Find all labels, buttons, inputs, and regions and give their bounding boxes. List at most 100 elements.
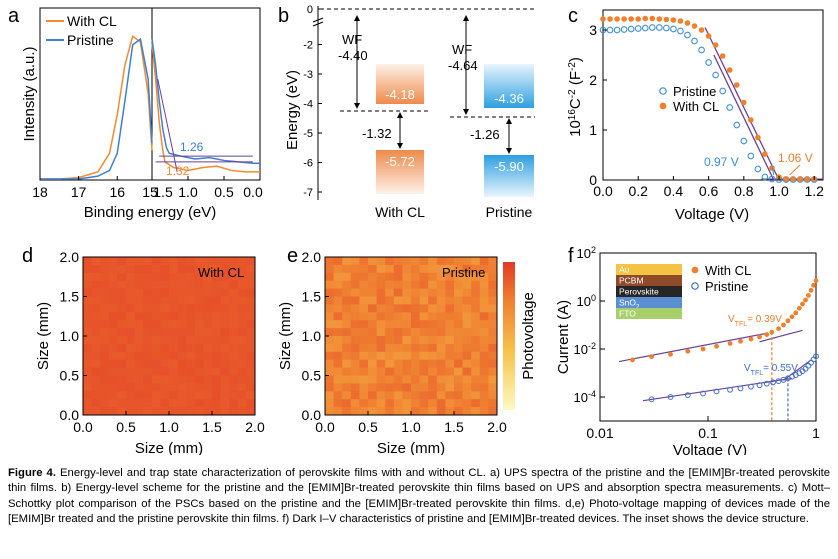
e-map-cell-7-11 (385, 343, 395, 353)
legend-label-with-cl: With CL (67, 13, 117, 29)
d-map-cell-19-9 (246, 328, 256, 337)
e-map-cell-18-3 (479, 280, 489, 289)
d-map-cell-11-14 (177, 367, 187, 376)
figure-4: a 18 17 16 151.5 1.0 0.5 0.0 Binding energy (e… (8, 4, 824, 455)
annotation-0-97v: 0.97 V (704, 155, 739, 169)
d-map-cell-10-0 (169, 257, 178, 266)
c-xtick-label-2: 0.4 (664, 183, 684, 199)
e-map-cell-16-16 (462, 383, 472, 392)
c-point-with-cl-2 (614, 16, 620, 22)
e-map-cell-10-17 (411, 391, 420, 400)
d-map-cell-18-12 (237, 351, 247, 361)
d-map-cell-9-13 (160, 359, 170, 368)
f-point-pristine-10 (770, 379, 776, 386)
e-map-cell-10-9 (411, 328, 420, 337)
d-map-cell-6-17 (134, 391, 144, 400)
e-map-cell-16-12 (462, 351, 472, 361)
d-map-cell-13-11 (194, 343, 204, 353)
e-map-cell-8-11 (393, 343, 403, 353)
e-map-cell-4-16 (359, 383, 369, 392)
d-map-cell-4-7 (117, 312, 127, 321)
d-map-cell-6-19 (134, 407, 144, 416)
e-map-cell-16-8 (462, 320, 472, 329)
d-map-cell-9-12 (160, 351, 170, 361)
panel-e-ylabel: Size (mm) (277, 302, 294, 370)
c-point-with-cl-6 (642, 15, 649, 22)
c-point-with-cl-0 (600, 16, 606, 22)
e-map-cell-8-2 (393, 272, 403, 282)
d-map-cell-12-13 (186, 359, 196, 368)
d-map-cell-0-10 (83, 336, 92, 345)
d-map-cell-0-4 (83, 288, 92, 297)
c-point-with-cl-24 (769, 165, 775, 171)
d-map-cell-1-0 (91, 257, 101, 266)
d-map-cell-8-7 (151, 312, 161, 321)
panel-e-xlabel: Size (mm) (377, 440, 445, 455)
e-map-cell-1-15 (333, 375, 343, 384)
d-map-cell-11-9 (177, 328, 187, 337)
a-curve-pristine-wide (40, 37, 153, 180)
d-map-cell-7-4 (143, 288, 153, 297)
f-ytick-label-1: 100 (577, 293, 596, 309)
d-map-cell-10-1 (169, 264, 178, 274)
d-map-cell-16-11 (220, 343, 230, 353)
d-map-cell-9-7 (160, 312, 170, 321)
c-point-with-cl-23 (762, 151, 768, 157)
e-map-cell-13-17 (436, 391, 446, 400)
d-map-cell-15-10 (212, 336, 221, 345)
e-map-cell-11-12 (419, 351, 429, 361)
d-map-cell-13-10 (194, 336, 204, 345)
d-map-cell-12-1 (186, 264, 196, 274)
d-map-cell-3-14 (108, 367, 118, 376)
d-map-cell-17-18 (229, 399, 239, 408)
d-map-cell-15-2 (212, 272, 221, 282)
e-map-cell-7-7 (385, 312, 395, 321)
d-map-cell-9-0 (160, 257, 170, 266)
e-map-cell-13-11 (436, 343, 446, 353)
e-map-cell-3-15 (350, 375, 360, 384)
d-map-cell-1-11 (91, 343, 101, 353)
d-map-cell-10-11 (169, 343, 178, 353)
d-map-cell-1-3 (91, 280, 101, 289)
e-map-cell-3-19 (350, 407, 360, 416)
d-map-cell-12-16 (186, 383, 196, 392)
c-point-pristine-22 (754, 165, 762, 173)
d-map-cell-7-19 (143, 407, 153, 416)
e-map-cell-14-1 (445, 264, 455, 274)
stack-layer-3 (616, 297, 682, 308)
e-map-cell-3-7 (350, 312, 360, 321)
d-map-cell-18-5 (237, 296, 247, 305)
e-map-cell-4-6 (359, 304, 369, 313)
e-map-cell-0-1 (325, 264, 334, 274)
d-map-cell-14-18 (203, 399, 213, 408)
f-point-with-cl-5 (714, 343, 719, 349)
legend-label-pristine-f: Pristine (705, 279, 748, 294)
e-map-cell-11-9 (419, 328, 429, 337)
e-map-cell-13-9 (436, 328, 446, 337)
d-map-cell-18-15 (237, 375, 247, 384)
legend-marker-pristine-c (659, 87, 667, 95)
c-point-with-cl-22 (755, 134, 761, 141)
d-map-cell-18-9 (237, 328, 247, 337)
d-map-cell-12-18 (186, 399, 196, 408)
e-map-cell-13-19 (436, 407, 446, 416)
e-map-cell-3-9 (350, 328, 360, 337)
d-map-cell-0-7 (83, 312, 92, 321)
c-point-with-cl-15 (705, 33, 712, 39)
panel-e-title: Pristine (442, 265, 485, 280)
e-map-cell-3-10 (350, 336, 360, 345)
e-map-cell-1-16 (333, 383, 343, 392)
d-map-cell-4-6 (117, 304, 127, 313)
e-map-cell-13-12 (436, 351, 446, 361)
d-map-cell-18-11 (237, 343, 247, 353)
e-map-cell-0-10 (325, 336, 334, 345)
d-ticks-ylabel-3: 1.5 (60, 289, 80, 305)
d-map-cell-18-17 (237, 391, 247, 400)
panel-label-b: b (278, 5, 289, 27)
e-map-cell-10-2 (411, 272, 420, 282)
e-map-cell-18-10 (479, 336, 489, 345)
e-map-cell-14-0 (445, 257, 455, 266)
e-ticks-xlabel-3: 1.5 (444, 419, 464, 435)
e-map-cell-4-7 (359, 312, 369, 321)
stack-layer-label-2: Perovskite (619, 287, 659, 297)
